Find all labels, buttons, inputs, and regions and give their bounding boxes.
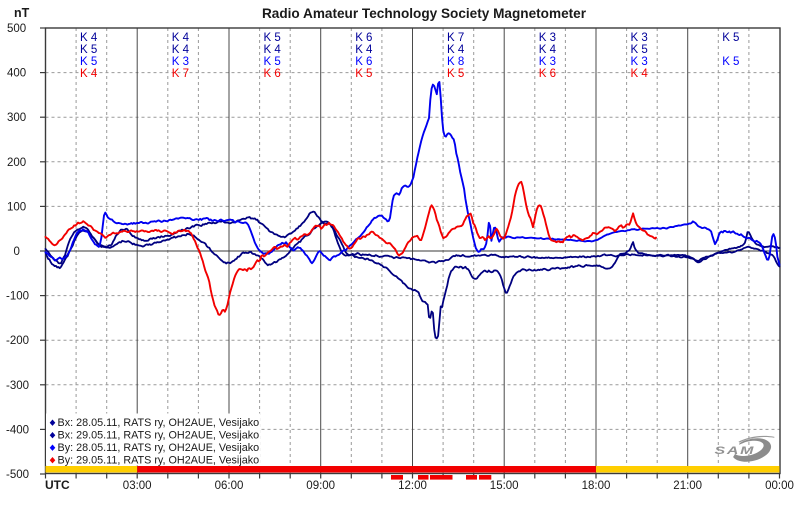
- svg-text:300: 300: [7, 112, 26, 124]
- svg-text:-100: -100: [6, 291, 29, 303]
- svg-text:K 6: K 6: [539, 68, 556, 80]
- svg-text:K 3: K 3: [631, 32, 648, 44]
- svg-text:K 6: K 6: [264, 68, 281, 80]
- svg-text:18:00: 18:00: [582, 480, 611, 492]
- svg-text:K 4: K 4: [539, 44, 557, 56]
- svg-text:K 4: K 4: [172, 32, 190, 44]
- svg-text:Bx: 29.05.11, RATS ry, OH2AUE,: Bx: 29.05.11, RATS ry, OH2AUE, Vesijako: [58, 430, 260, 442]
- svg-text:By: 29.05.11, RATS ry, OH2AUE,: By: 29.05.11, RATS ry, OH2AUE, Vesijako: [58, 455, 260, 467]
- svg-text:K 3: K 3: [539, 32, 556, 44]
- svg-text:21:00: 21:00: [673, 480, 702, 492]
- svg-text:K 8: K 8: [447, 56, 464, 68]
- svg-text:nT: nT: [14, 6, 30, 20]
- svg-text:12:00: 12:00: [398, 480, 427, 492]
- svg-text:K 4: K 4: [80, 68, 98, 80]
- svg-text:Radio Amateur Technology Socie: Radio Amateur Technology Society Magneto…: [262, 6, 587, 21]
- svg-text:K 5: K 5: [447, 68, 464, 80]
- svg-text:K 5: K 5: [355, 68, 372, 80]
- svg-text:K 4: K 4: [447, 44, 465, 56]
- svg-text:K 5: K 5: [264, 32, 281, 44]
- svg-text:06:00: 06:00: [215, 480, 244, 492]
- svg-text:K 3: K 3: [539, 56, 556, 68]
- svg-text:UTC: UTC: [45, 478, 70, 492]
- svg-text:By: 28.05.11, RATS ry, OH2AUE,: By: 28.05.11, RATS ry, OH2AUE, Vesijako: [58, 442, 260, 454]
- svg-text:200: 200: [7, 157, 26, 169]
- svg-text:K 6: K 6: [355, 56, 372, 68]
- svg-text:K 5: K 5: [264, 56, 281, 68]
- svg-text:K 5: K 5: [722, 56, 739, 68]
- svg-text:15:00: 15:00: [490, 480, 519, 492]
- svg-text:K 5: K 5: [631, 44, 648, 56]
- svg-text:-200: -200: [6, 335, 29, 347]
- svg-text:SAM: SAM: [715, 444, 756, 456]
- svg-text:K 4: K 4: [355, 44, 373, 56]
- svg-text:K 3: K 3: [631, 56, 648, 68]
- svg-text:400: 400: [7, 68, 26, 80]
- svg-text:K 5: K 5: [80, 56, 97, 68]
- svg-text:100: 100: [7, 201, 26, 213]
- svg-text:K 7: K 7: [172, 68, 189, 80]
- svg-text:K 4: K 4: [172, 44, 190, 56]
- svg-text:500: 500: [7, 23, 26, 35]
- svg-text:09:00: 09:00: [306, 480, 335, 492]
- svg-text:00:00: 00:00: [765, 480, 794, 492]
- svg-text:K 4: K 4: [264, 44, 282, 56]
- svg-text:03:00: 03:00: [123, 480, 152, 492]
- svg-text:K 5: K 5: [80, 44, 97, 56]
- svg-text:K 4: K 4: [80, 32, 98, 44]
- svg-text:Bx: 28.05.11, RATS ry, OH2AUE,: Bx: 28.05.11, RATS ry, OH2AUE, Vesijako: [58, 417, 260, 429]
- svg-text:K 4: K 4: [631, 68, 649, 80]
- svg-text:-300: -300: [6, 380, 29, 392]
- svg-text:-400: -400: [6, 424, 29, 436]
- svg-text:K 3: K 3: [172, 56, 189, 68]
- svg-text:K 5: K 5: [722, 32, 739, 44]
- svg-text:-500: -500: [6, 469, 29, 481]
- svg-text:K 7: K 7: [447, 32, 464, 44]
- svg-text:K 6: K 6: [355, 32, 372, 44]
- svg-text:0: 0: [14, 246, 20, 258]
